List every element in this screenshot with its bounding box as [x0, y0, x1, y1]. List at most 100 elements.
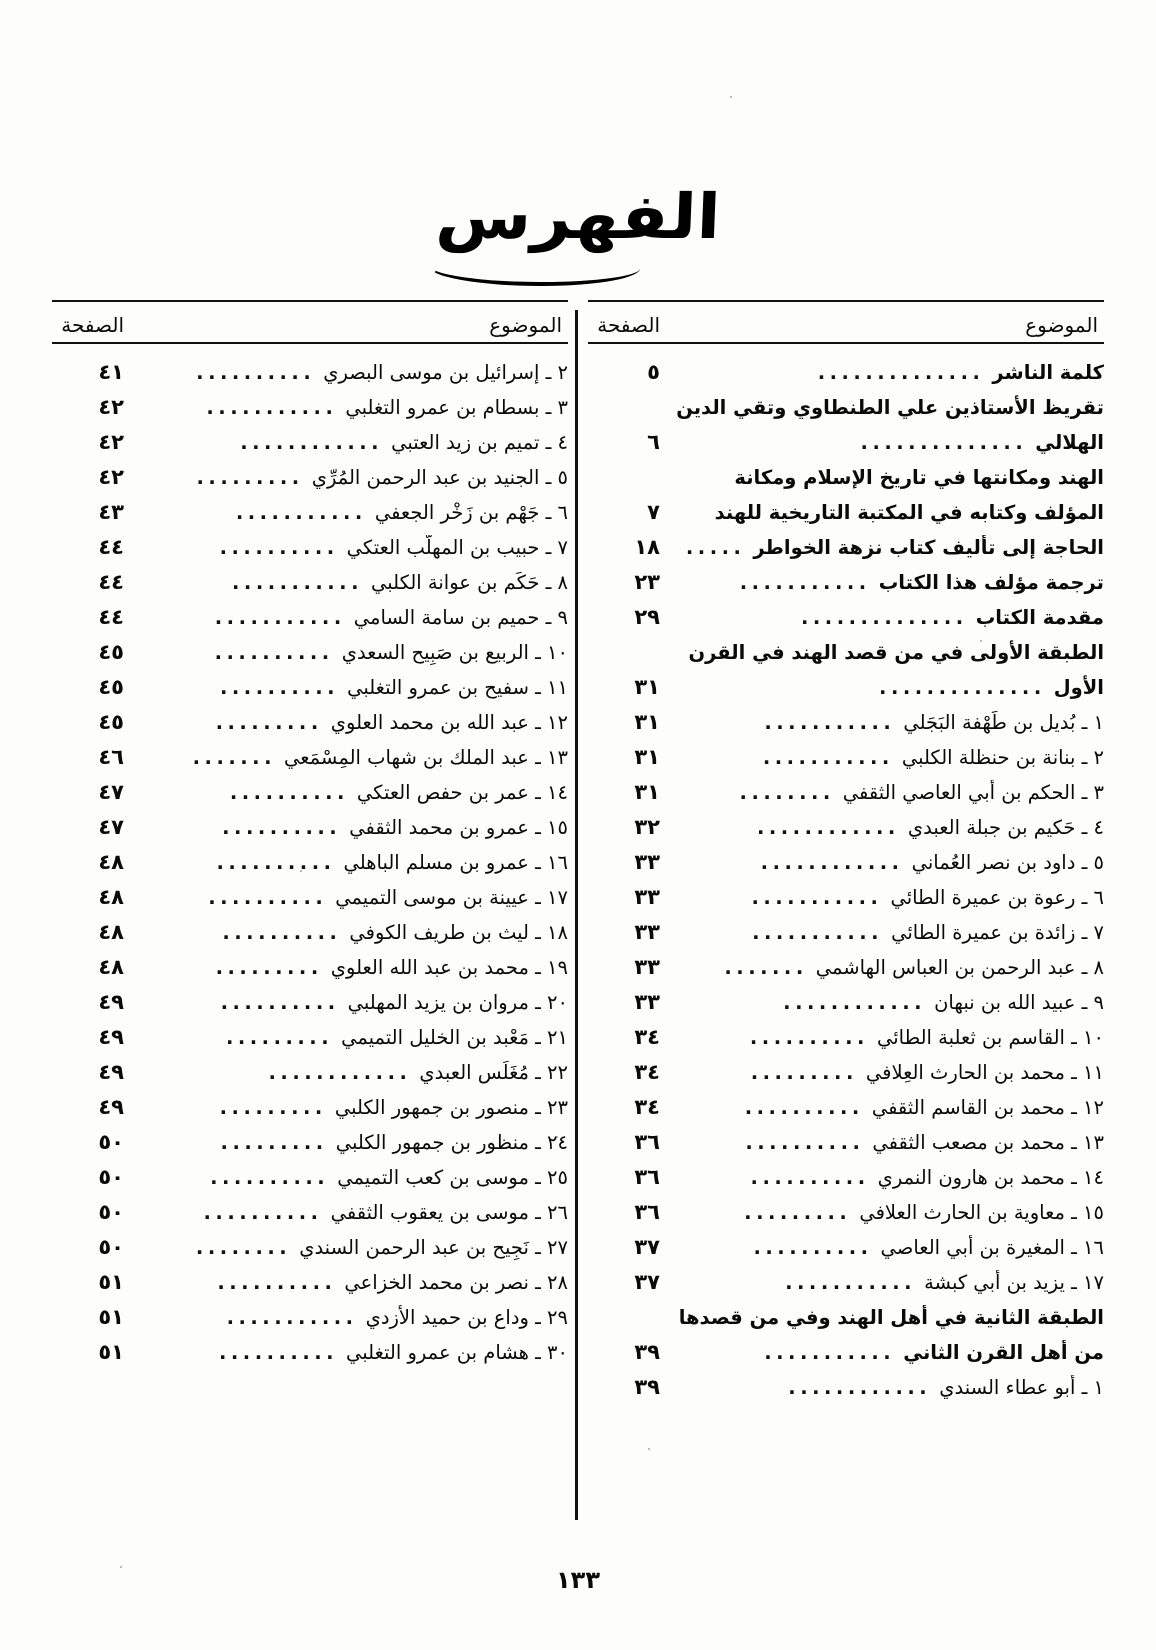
toc-entry[interactable]: ١١ ـ محمد بن الحارث العِلافي......... ٣٤ — [588, 1060, 1104, 1091]
leader-dots: ........... — [206, 396, 338, 419]
toc-entry-page: ٤٥ — [98, 640, 124, 664]
toc-entry-subject: ٧ ـ زائدة بن عميرة الطائي........... — [662, 920, 1104, 946]
toc-entry[interactable]: ١٩ ـ محمد بن عبد الله العلوي......... ٤٨ — [52, 955, 568, 986]
toc-entry-page: ٤٦ — [98, 745, 124, 769]
toc-entry-title: ٥ ـ داود بن نصر العُماني — [911, 851, 1104, 874]
toc-entry-page: ٣١ — [634, 675, 660, 699]
toc-entry[interactable]: ١٦ ـ عمرو بن مسلم الباهلي.......... ٤٨ — [52, 850, 568, 881]
toc-entry[interactable]: ١٢ ـ عبد الله بن محمد العلوي......... ٤٥ — [52, 710, 568, 741]
toc-entry[interactable]: ٢ ـ بنانة بن حنظلة الكلبي........... ٣١ — [588, 745, 1104, 776]
toc-entry[interactable]: من أهل القرن الثاني........... ٣٩ — [588, 1340, 1104, 1371]
toc-entry-page: ٣١ — [634, 745, 660, 769]
toc-entry-page: ٤٤ — [98, 570, 124, 594]
toc-entry[interactable]: ٩ ـ حميم بن سامة السامي........... ٤٤ — [52, 605, 568, 636]
leader-dots: ........... — [762, 746, 894, 769]
toc-entry-subject: من أهل القرن الثاني........... — [662, 1340, 1104, 1366]
toc-entry-page: ٣٢ — [634, 815, 660, 839]
toc-entry[interactable]: ٢١ ـ مَعْبد بن الخليل التميمي......... ٤٩ — [52, 1025, 568, 1056]
toc-entry-title: ١١ ـ محمد بن الحارث العِلافي — [865, 1061, 1104, 1084]
toc-entry[interactable]: الحاجة إلى تأليف كتاب نزهة الخواطر..... ١… — [588, 535, 1104, 566]
toc-entry[interactable]: الهلالي.............. ٦ — [588, 430, 1104, 461]
toc-entry[interactable]: ١٥ ـ عمرو بن محمد الثقفي.......... ٤٧ — [52, 815, 568, 846]
leader-dots: .......... — [217, 1271, 337, 1294]
toc-entry[interactable]: ١٠ ـ القاسم بن ثعلبة الطائي.......... ٣٤ — [588, 1025, 1104, 1056]
toc-entry[interactable]: ٢ ـ إسرائيل بن موسى البصري.......... ٤١ — [52, 360, 568, 391]
toc-entry-subject: ٢٢ ـ مُغَلِّس العبدي............ — [126, 1060, 569, 1086]
toc-entry[interactable]: ٥ ـ داود بن نصر العُماني............ ٣٣ — [588, 850, 1104, 881]
toc-entry[interactable]: الهند ومكانتها في تاريخ الإسلام ومكانة — [588, 465, 1104, 496]
toc-entry[interactable]: ١ ـ بُديل بن طَهْفة البَجَلي........... ٣… — [588, 710, 1104, 741]
toc-entry[interactable]: ١٨ ـ ليث بن طريف الكوفي.......... ٤٨ — [52, 920, 568, 951]
toc-entry-subject: ٢٨ ـ نصر بن محمد الخزاعي.......... — [126, 1270, 568, 1296]
toc-entry[interactable]: ٢٩ ـ وداع بن حميد الأزدي........... ٥١ — [52, 1305, 568, 1336]
toc-entry[interactable]: ١٠ ـ الربيع بن صَبِيح السعدي.......... ٤٥ — [52, 640, 568, 671]
toc-entry[interactable]: ٧ ـ حبيب بن المهلّب العتكي.......... ٤٤ — [52, 535, 568, 566]
toc-entry[interactable]: ١٦ ـ المغيرة بن أبي العاصي.......... ٣٧ — [588, 1235, 1104, 1266]
toc-entry[interactable]: ٢٨ ـ نصر بن محمد الخزاعي.......... ٥١ — [52, 1270, 568, 1301]
toc-entry[interactable]: ٣٠ ـ هشام بن عمرو التغلبي.......... ٥١ — [52, 1340, 568, 1371]
toc-entry-page: ٣٣ — [634, 885, 660, 909]
toc-entry[interactable]: ٢٢ ـ مُغَلِّس العبدي............ ٤٩ — [52, 1060, 568, 1091]
toc-entry[interactable]: ٨ ـ حَكَم بن عوانة الكلبي........... ٤٤ — [52, 570, 568, 601]
toc-entry[interactable]: ٦ ـ رعوة بن عميرة الطائي........... ٣٣ — [588, 885, 1104, 916]
toc-entry[interactable]: ١١ ـ سفيح بن عمرو التغلبي.......... ٤٥ — [52, 675, 568, 706]
toc-entry-page: ٢٣ — [634, 570, 660, 594]
toc-entry[interactable]: ٢٠ ـ مروان بن يزيد المهلبي.......... ٤٩ — [52, 990, 568, 1021]
toc-entry[interactable]: ٩ ـ عبيد الله بن نبهان............ ٣٣ — [588, 990, 1104, 1021]
toc-entry[interactable]: ١ ـ أبو عطاء السندي............ ٣٩ — [588, 1375, 1104, 1406]
toc-entry-subject: الطبقة الأولى في من قصد الهند في القرن — [662, 640, 1105, 666]
toc-entry[interactable]: ٨ ـ عبد الرحمن بن العباس الهاشمي....... ٣… — [588, 955, 1104, 986]
toc-entry-subject: ١١ ـ محمد بن الحارث العِلافي......... — [662, 1060, 1104, 1086]
toc-entry[interactable]: ١٣ ـ محمد بن مصعب الثقفي.......... ٣٦ — [588, 1130, 1104, 1161]
toc-entry[interactable]: ترجمة مؤلف هذا الكتاب........... ٢٣ — [588, 570, 1104, 601]
leader-dots: .......... — [222, 816, 342, 839]
toc-entry[interactable]: ٣ ـ بسطام بن عمرو التغلبي........... ٤٢ — [52, 395, 568, 426]
toc-entry-title: ١١ ـ سفيح بن عمرو التغلبي — [347, 676, 568, 699]
toc-entry[interactable]: ٢٦ ـ موسى بن يعقوب الثقفي.......... ٥٠ — [52, 1200, 568, 1231]
toc-entry[interactable]: مقدمة الكتاب.............. ٢٩ — [588, 605, 1104, 636]
toc-entry-subject: المؤلف وكتابه في المكتبة التاريخية للهند — [662, 500, 1104, 526]
toc-entry[interactable]: ٤ ـ تميم بن زيد العتبي............ ٤٢ — [52, 430, 568, 461]
toc-entry-title: ٣ ـ بسطام بن عمرو التغلبي — [345, 396, 568, 419]
toc-entry[interactable]: ١٢ ـ محمد بن القاسم الثقفي.......... ٣٤ — [588, 1095, 1104, 1126]
toc-entry-subject: ١٧ ـ عيينة بن موسى التميمي.......... — [126, 885, 568, 911]
toc-entry[interactable]: ١٤ ـ محمد بن هارون النمري.......... ٣٦ — [588, 1165, 1104, 1196]
toc-entry-subject: ٢ ـ إسرائيل بن موسى البصري.......... — [126, 360, 568, 386]
scan-speck — [648, 1448, 650, 1450]
toc-entry[interactable]: ٥ ـ الجنيد بن عبد الرحمن المُرِّي.......… — [52, 465, 568, 496]
toc-entry[interactable]: الطبقة الثانية في أهل الهند وفي من قصدها — [588, 1305, 1104, 1336]
toc-entry[interactable]: ٣ ـ الحكم بن أبي العاصي الثقفي........ ٣١ — [588, 780, 1104, 811]
toc-entry-title: ١٩ ـ محمد بن عبد الله العلوي — [330, 956, 568, 979]
toc-entry[interactable]: ٤ ـ حَكيم بن جبلة العبدي............ ٣٢ — [588, 815, 1104, 846]
leader-dots: ....... — [192, 746, 276, 769]
toc-entry[interactable]: ١٣ ـ عبد الملك بن شهاب المِسْمَعي.......… — [52, 745, 568, 776]
toc-entry-title: ٥ ـ الجنيد بن عبد الرحمن المُرِّي — [311, 466, 568, 489]
toc-entry-title: ١٣ ـ عبد الملك بن شهاب المِسْمَعي — [284, 746, 568, 769]
toc-entry-page: ٣٣ — [634, 850, 660, 874]
toc-entry-page: ٣١ — [634, 710, 660, 734]
toc-entry[interactable]: ٢٤ ـ منظور بن جمهور الكلبي......... ٥٠ — [52, 1130, 568, 1161]
toc-entry[interactable]: ١٧ ـ يزيد بن أبي كبشة........... ٣٧ — [588, 1270, 1104, 1301]
toc-entry[interactable]: تقريظ الأستاذين علي الطنطاوي وتقي الدين — [588, 395, 1104, 426]
leader-dots: ........... — [751, 886, 883, 909]
toc-entry[interactable]: كلمة الناشر.............. ٥ — [588, 360, 1104, 391]
toc-entry[interactable]: ٢٣ ـ منصور بن جمهور الكلبي......... ٤٩ — [52, 1095, 568, 1126]
toc-entry-title: ٨ ـ حَكَم بن عوانة الكلبي — [371, 571, 568, 594]
leader-dots: ........... — [214, 606, 346, 629]
toc-entry-subject: تقريظ الأستاذين علي الطنطاوي وتقي الدين — [662, 395, 1104, 421]
toc-entry-subject: ١٢ ـ عبد الله بن محمد العلوي......... — [126, 710, 568, 736]
toc-entry[interactable]: المؤلف وكتابه في المكتبة التاريخية للهند… — [588, 500, 1104, 531]
leader-dots: ........ — [739, 781, 835, 804]
toc-entry[interactable]: ٢٧ ـ نَجِيح بن عبد الرحمن السندي........… — [52, 1235, 568, 1266]
toc-entry[interactable]: ٧ ـ زائدة بن عميرة الطائي........... ٣٣ — [588, 920, 1104, 951]
toc-entry[interactable]: الأول.............. ٣١ — [588, 675, 1104, 706]
toc-entry[interactable]: ١٧ ـ عيينة بن موسى التميمي.......... ٤٨ — [52, 885, 568, 916]
toc-entry[interactable]: ١٥ ـ معاوية بن الحارث العلافي......... ٣٦ — [588, 1200, 1104, 1231]
leader-dots: ........... — [764, 711, 896, 734]
toc-entry[interactable]: ٦ ـ جَهْم بن زَخْر الجعفي........... ٤٣ — [52, 500, 568, 531]
toc-entry[interactable]: ٢٥ ـ موسى بن كعب التميمي.......... ٥٠ — [52, 1165, 568, 1196]
toc-entry[interactable]: الطبقة الأولى في من قصد الهند في القرن — [588, 640, 1105, 671]
toc-entry[interactable]: ١٤ ـ عمر بن حفص العتكي.......... ٤٧ — [52, 780, 568, 811]
toc-entry-page: ٣٧ — [634, 1270, 660, 1294]
toc-entry-title: ٢ ـ بنانة بن حنظلة الكلبي — [901, 746, 1104, 769]
